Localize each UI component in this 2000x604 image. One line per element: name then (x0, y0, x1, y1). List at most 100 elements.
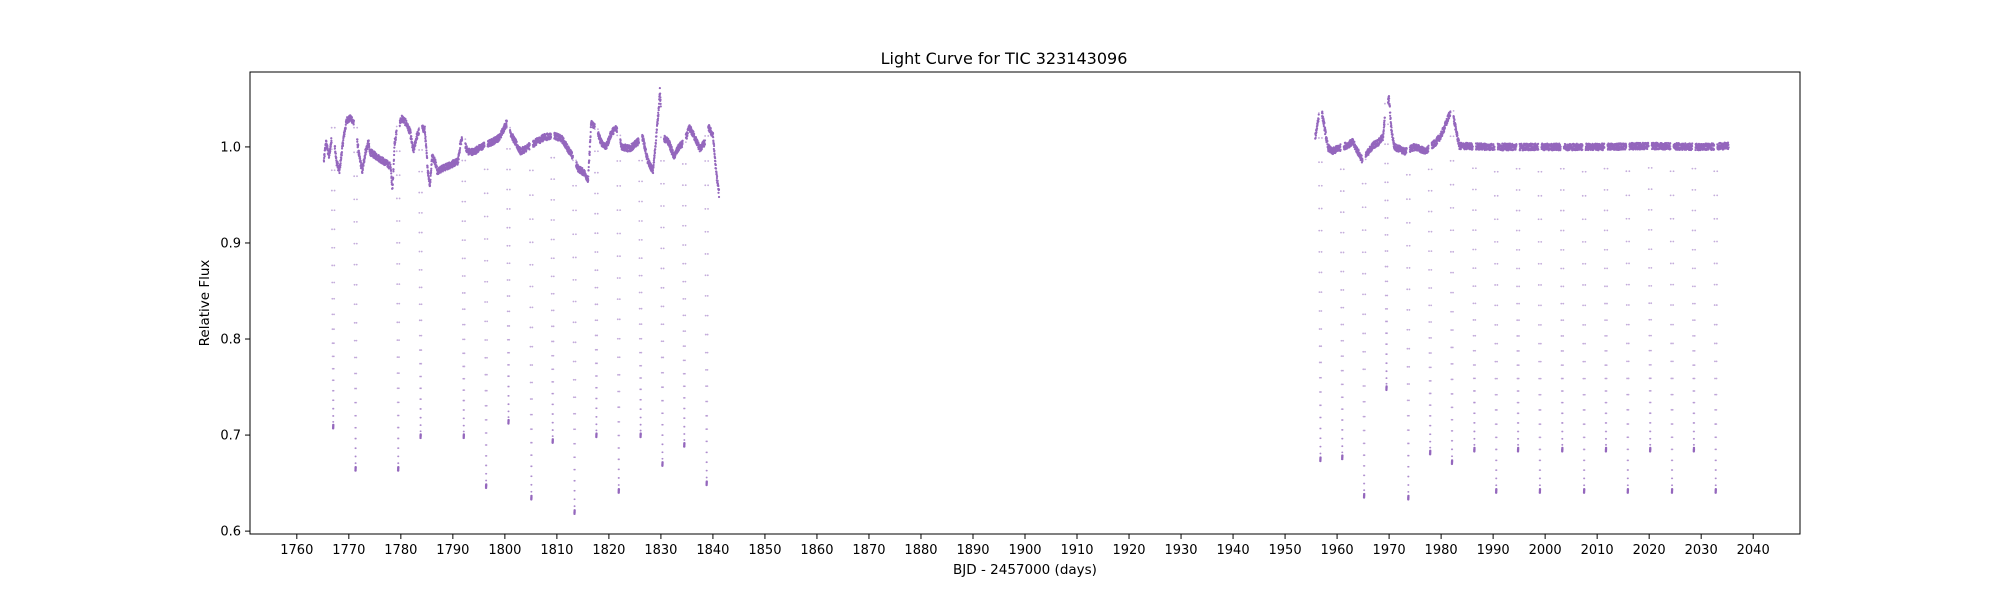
data-point (562, 137, 565, 140)
data-point (531, 345, 534, 348)
data-point (531, 381, 534, 384)
data-point (531, 194, 534, 197)
data-point (355, 242, 358, 245)
data-point (550, 198, 553, 201)
data-point (396, 220, 398, 222)
data-point (461, 308, 464, 311)
data-point (553, 238, 555, 241)
data-point (433, 156, 436, 159)
data-point (344, 123, 347, 126)
data-point (572, 159, 574, 162)
data-point (530, 441, 533, 444)
data-point (574, 300, 577, 303)
data-point (357, 143, 360, 147)
data-point (507, 395, 510, 397)
data-point (485, 479, 488, 482)
data-point (618, 356, 621, 359)
data-point (483, 238, 486, 240)
data-point (651, 169, 655, 172)
data-point (717, 188, 721, 191)
data-point (355, 220, 358, 223)
data-point (395, 197, 398, 200)
data-point (353, 339, 356, 342)
data-point (525, 149, 528, 152)
data-point (506, 126, 508, 129)
data-point (1456, 134, 1459, 137)
data-point (381, 156, 385, 159)
data-point (531, 263, 534, 266)
data-point (508, 375, 510, 378)
data-point (506, 325, 509, 327)
data-point (530, 494, 533, 498)
data-point (398, 197, 401, 200)
data-point (589, 135, 592, 138)
data-point (595, 415, 598, 418)
data-point (414, 144, 417, 147)
data-point (485, 464, 488, 467)
data-point (552, 309, 555, 312)
data-point (486, 373, 488, 376)
data-point (418, 149, 421, 151)
data-point (717, 191, 720, 194)
data-point (464, 138, 467, 141)
data-point (462, 338, 464, 341)
data-point (461, 180, 464, 183)
data-point (693, 132, 696, 136)
data-point (594, 192, 596, 195)
data-point (574, 278, 577, 281)
data-point (703, 143, 706, 146)
data-point (566, 143, 569, 146)
data-point (640, 291, 643, 294)
data-point (1537, 148, 1540, 151)
data-point (712, 144, 716, 148)
data-point (1317, 120, 1320, 123)
data-point (363, 156, 367, 159)
data-point (1537, 142, 1540, 146)
data-point (498, 138, 501, 141)
data-point (618, 477, 620, 479)
data-point (410, 135, 413, 138)
data-point (644, 148, 648, 151)
data-point (333, 264, 336, 267)
data-point (552, 354, 555, 357)
data-point (342, 142, 345, 145)
data-point (594, 251, 597, 253)
data-point (704, 314, 707, 317)
data-point (1325, 137, 1328, 140)
data-point (389, 166, 392, 169)
data-point (654, 139, 658, 142)
data-point (420, 408, 422, 410)
data-point (705, 480, 708, 483)
data-point (618, 373, 621, 376)
data-point (572, 396, 575, 399)
data-point (356, 138, 359, 141)
data-point (596, 171, 599, 174)
data-point (619, 277, 621, 279)
data-point (660, 286, 663, 289)
data-point (354, 447, 357, 450)
data-point (420, 334, 423, 337)
data-point (692, 130, 695, 133)
data-point (619, 255, 621, 258)
data-point (355, 283, 358, 286)
data-point (714, 156, 717, 160)
data-point (553, 134, 556, 137)
data-point (594, 150, 596, 153)
data-point (593, 123, 596, 126)
data-point (1515, 143, 1518, 147)
data-point (356, 198, 358, 201)
data-point (359, 161, 363, 164)
data-point (573, 498, 576, 501)
data-point (657, 111, 660, 114)
data-point (423, 127, 426, 131)
data-point (464, 200, 467, 203)
data-point (463, 275, 466, 277)
data-point (1382, 132, 1385, 135)
data-point (397, 437, 400, 440)
data-point (420, 319, 423, 322)
data-point (483, 143, 486, 146)
data-point (412, 151, 415, 154)
data-point (619, 209, 622, 212)
data-point (655, 131, 658, 134)
data-point (508, 279, 511, 281)
